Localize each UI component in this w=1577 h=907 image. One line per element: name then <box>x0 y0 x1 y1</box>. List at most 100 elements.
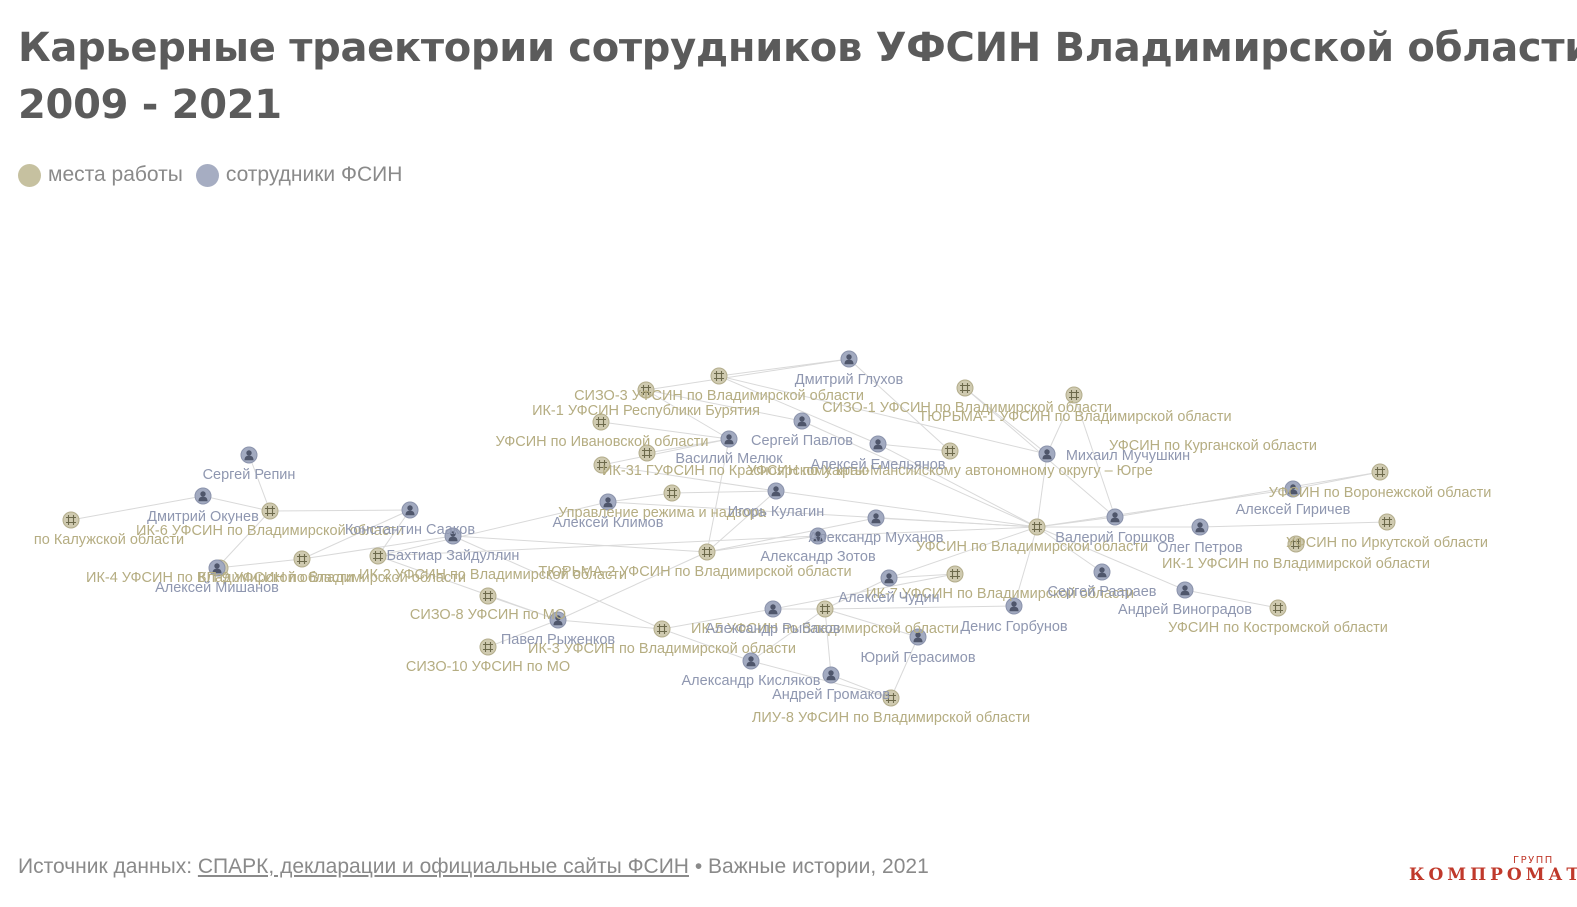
legend-label-places: места работы <box>48 163 183 186</box>
place-node-grid-icon[interactable] <box>261 502 279 520</box>
person-node-avatar-icon[interactable] <box>1093 563 1111 581</box>
place-node-grid-icon[interactable] <box>956 379 974 397</box>
person-node-avatar-icon[interactable] <box>880 569 898 587</box>
edge-h_m-p_vladobl <box>875 517 1038 528</box>
person-node-avatar-icon[interactable] <box>1191 518 1209 536</box>
place-node-grid-icon[interactable] <box>710 367 728 385</box>
person-label: Александр Рыбаков <box>706 621 841 637</box>
place-node-grid-icon[interactable] <box>62 511 80 529</box>
person-node-avatar-icon[interactable] <box>720 430 738 448</box>
person-node-avatar-icon[interactable] <box>549 611 567 629</box>
person-node-avatar-icon[interactable] <box>793 412 811 430</box>
person-node-avatar-icon[interactable] <box>809 527 827 545</box>
edge-h_i-p_vladobl <box>877 443 1038 528</box>
person-node-avatar-icon[interactable] <box>1005 597 1023 615</box>
edge-h_h-p_sizo3 <box>645 389 730 440</box>
legend-item-people[interactable]: сотрудники ФСИН <box>195 163 402 187</box>
place-node-grid-icon[interactable] <box>369 547 387 565</box>
person-node-avatar-icon[interactable] <box>822 666 840 684</box>
person-node-avatar-icon[interactable] <box>764 600 782 618</box>
person-label: Андрей Громаков <box>772 687 890 703</box>
place-node-grid-icon[interactable] <box>293 550 311 568</box>
place-node-grid-icon[interactable] <box>663 484 681 502</box>
edge-p_sizo8-h_p <box>487 595 559 621</box>
edge-h_b-p_ik6 <box>248 454 271 512</box>
place-node-grid-icon[interactable] <box>593 456 611 474</box>
person-label: Константин Сааков <box>345 522 475 538</box>
place-node-grid-icon[interactable] <box>946 565 964 583</box>
title-line-1: Карьерные траектории сотрудников УФСИН В… <box>18 25 1577 71</box>
person-node-avatar-icon[interactable] <box>909 628 927 646</box>
place-node-grid-icon[interactable] <box>882 689 900 707</box>
person-node-avatar-icon[interactable] <box>240 446 258 464</box>
place-node-grid-icon[interactable] <box>1065 386 1083 404</box>
person-node-avatar-icon[interactable] <box>1284 480 1302 498</box>
place-node-grid-icon[interactable] <box>637 381 655 399</box>
person-node-avatar-icon[interactable] <box>840 350 858 368</box>
edge-h_q-p_ik3 <box>661 608 774 630</box>
edge-h_w-p_vladobl <box>1036 526 1103 573</box>
edge-h_g-p_vladobl <box>801 420 1038 528</box>
place-node-grid-icon[interactable] <box>1269 599 1287 617</box>
legend-item-places[interactable]: места работы <box>18 163 183 187</box>
person-node-avatar-icon[interactable] <box>1038 445 1056 463</box>
place-label: СИЗО-8 УФСИН по МО <box>410 607 566 623</box>
edge-h_a-p_kp9 <box>216 558 303 569</box>
person-node-avatar-icon[interactable] <box>869 435 887 453</box>
person-node-avatar-icon[interactable] <box>194 487 212 505</box>
place-node-grid-icon[interactable] <box>1028 518 1046 536</box>
person-node-avatar-icon[interactable] <box>401 501 419 519</box>
edge-h_c-p_ik6 <box>202 495 271 512</box>
edge-h_e-p_kp9 <box>301 535 454 560</box>
person-node-avatar-icon[interactable] <box>1176 581 1194 599</box>
person-label: Олег Петров <box>1157 540 1243 556</box>
place-node-grid-icon[interactable] <box>1371 463 1389 481</box>
edge-h_p-p_ik3 <box>557 619 663 630</box>
edges-layer <box>70 358 1388 699</box>
edge-h_c-p_kaluga <box>70 495 204 521</box>
edge-h_f-p_hmao <box>848 358 951 452</box>
person-label: Юрий Герасимов <box>860 650 975 666</box>
place-label: СИЗО-1 УФСИН по Владимирской области <box>822 400 1112 416</box>
source-link[interactable]: СПАРК, декларации и официальные сайты ФС… <box>197 855 689 878</box>
edge-h_h-p_ik31 <box>601 438 730 466</box>
person-label: Михаил Мучушкин <box>1066 448 1190 464</box>
person-node-avatar-icon[interactable] <box>1106 508 1124 526</box>
person-node-avatar-icon[interactable] <box>767 482 785 500</box>
place-node-grid-icon[interactable] <box>592 413 610 431</box>
place-label: ТЮРЬМА-1 УФСИН по Владимирской области <box>918 409 1231 425</box>
place-node-grid-icon[interactable] <box>479 638 497 656</box>
person-node-avatar-icon[interactable] <box>444 527 462 545</box>
edge-h_s-p_liu8 <box>830 674 892 699</box>
edge-h_k-p_ik31 <box>601 464 777 492</box>
person-node-avatar-icon[interactable] <box>742 652 760 670</box>
place-label: ИК-7 УФСИН по Владимирской области <box>866 586 1134 602</box>
place-node-grid-icon[interactable] <box>698 543 716 561</box>
edge-h_r-p_liu8 <box>750 660 892 699</box>
person-node-avatar-icon[interactable] <box>599 493 617 511</box>
person-node-avatar-icon[interactable] <box>208 559 226 577</box>
place-label: УФСИН по Иркутской области <box>1286 535 1488 551</box>
place-node-grid-icon[interactable] <box>653 620 671 638</box>
edge-h_t-p_liu8 <box>890 636 919 699</box>
place-node-grid-icon[interactable] <box>941 442 959 460</box>
person-label: Алексей Чудин <box>838 590 939 606</box>
place-node-grid-icon[interactable] <box>638 444 656 462</box>
place-node-grid-icon[interactable] <box>816 600 834 618</box>
person-label: Александр Муханов <box>809 530 944 546</box>
place-node-grid-icon[interactable] <box>1287 535 1305 553</box>
place-label: УФСИН по Костромской области <box>1168 620 1388 636</box>
place-node-grid-icon[interactable] <box>479 587 497 605</box>
place-node-grid-icon[interactable] <box>1378 513 1396 531</box>
edge-h_m-p_turma2 <box>706 517 877 553</box>
edge-p_kurgan-h_l <box>1046 394 1075 455</box>
source-prefix: Источник данных: <box>18 855 193 878</box>
person-node-avatar-icon[interactable] <box>867 509 885 527</box>
nodes-layer <box>62 350 1396 707</box>
edge-h_y-p_kostroma <box>1184 589 1279 609</box>
person-label: Павел Рыженков <box>501 632 616 648</box>
edge-h_k-p_turma2 <box>706 490 777 553</box>
edge-h_j-p_ik2 <box>377 501 609 557</box>
edge-h_n-p_turma2 <box>706 535 819 553</box>
